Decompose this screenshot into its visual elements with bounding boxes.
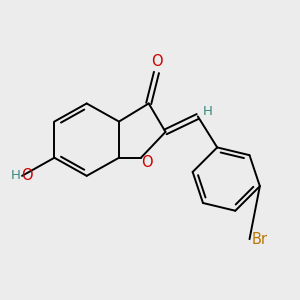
Text: H: H xyxy=(202,105,212,118)
Text: O: O xyxy=(21,168,32,183)
Text: O: O xyxy=(142,155,153,170)
Text: O: O xyxy=(151,54,162,69)
Text: H: H xyxy=(11,169,21,182)
Text: Br: Br xyxy=(252,232,268,247)
